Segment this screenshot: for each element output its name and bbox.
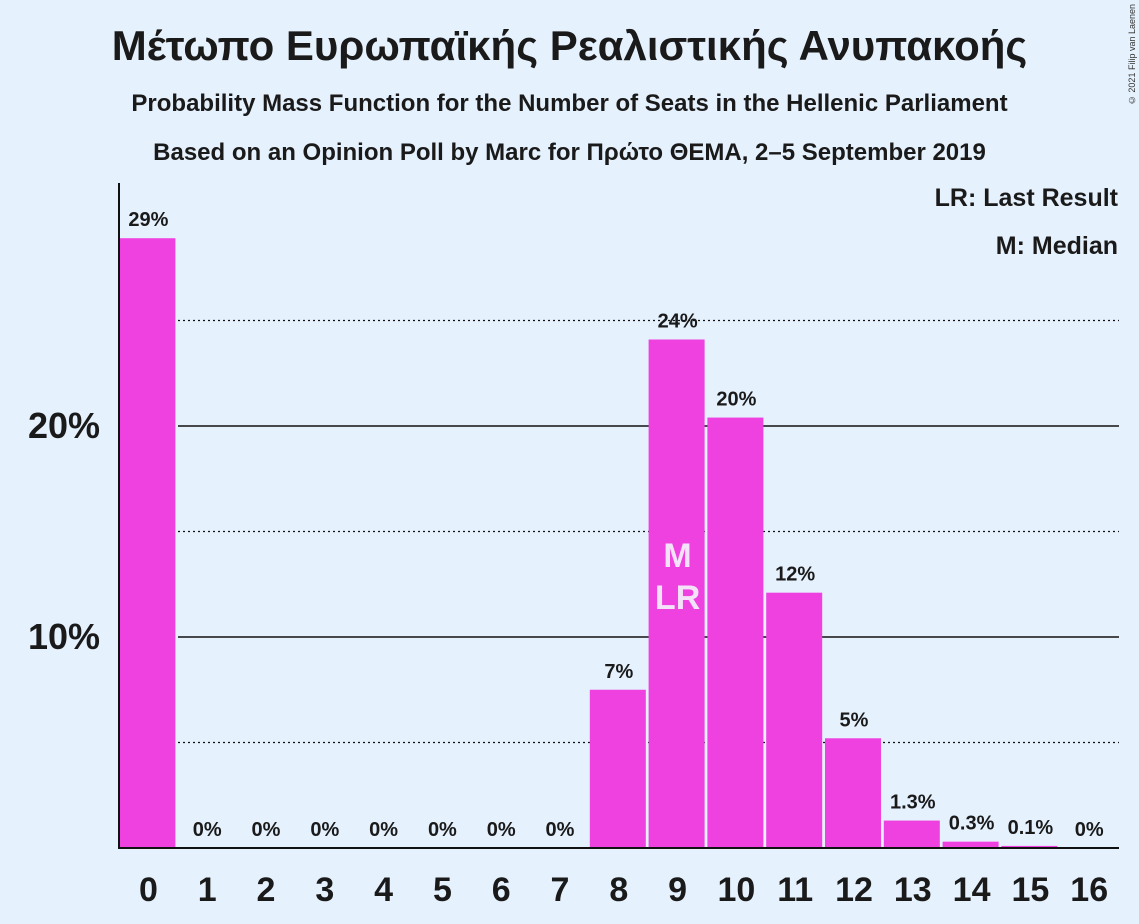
bar-value-label: 5% bbox=[840, 709, 869, 731]
bar-value-label: 0% bbox=[487, 819, 516, 841]
chart-source-note: Based on an Opinion Poll by Marc for Πρώ… bbox=[153, 139, 986, 166]
bar bbox=[766, 592, 823, 848]
bar-value-label: 20% bbox=[716, 389, 756, 411]
last-result-marker: LR bbox=[655, 579, 700, 617]
median-marker: M bbox=[663, 537, 691, 575]
bar bbox=[589, 689, 646, 848]
x-tick-label: 8 bbox=[609, 871, 628, 909]
bar-value-label: 1.3% bbox=[890, 792, 936, 814]
legend-last-result: LR: Last Result bbox=[934, 184, 1118, 212]
x-tick-label: 2 bbox=[257, 871, 276, 909]
bar-value-label: 0% bbox=[546, 819, 575, 841]
bar-value-label: 0% bbox=[1075, 819, 1104, 841]
chart-title: Μέτωπο Ευρωπαϊκής Ρεαλιστικής Ανυπακοής bbox=[111, 22, 1028, 69]
bar-value-label: 29% bbox=[128, 209, 168, 231]
chart-subtitle: Probability Mass Function for the Number… bbox=[131, 90, 1008, 117]
bar-value-label: 0% bbox=[310, 819, 339, 841]
x-tick-label: 7 bbox=[551, 871, 570, 909]
bar bbox=[942, 841, 999, 848]
x-tick-label: 12 bbox=[835, 871, 873, 909]
bar-value-label: 0.3% bbox=[949, 813, 995, 835]
bar bbox=[1001, 845, 1058, 848]
bar bbox=[648, 339, 705, 848]
x-tick-label: 16 bbox=[1070, 871, 1108, 909]
x-tick-label: 10 bbox=[717, 871, 755, 909]
bar-value-label: 0% bbox=[428, 819, 457, 841]
bar bbox=[883, 820, 940, 848]
x-tick-label: 3 bbox=[315, 871, 334, 909]
x-tick-label: 0 bbox=[139, 871, 158, 909]
legend-median: M: Median bbox=[995, 232, 1118, 260]
bar-value-label: 0% bbox=[369, 819, 398, 841]
x-tick-label: 14 bbox=[953, 871, 991, 909]
bar bbox=[707, 417, 764, 848]
bar-value-label: 0% bbox=[193, 819, 222, 841]
y-tick-label: 20% bbox=[28, 405, 100, 446]
x-tick-label: 13 bbox=[894, 871, 932, 909]
x-tick-label: 11 bbox=[777, 871, 813, 909]
x-tick-label: 5 bbox=[433, 871, 452, 909]
x-tick-label: 4 bbox=[374, 871, 393, 909]
bar-value-label: 24% bbox=[658, 310, 698, 332]
x-tick-label: 15 bbox=[1011, 871, 1049, 909]
x-tick-label: 1 bbox=[198, 871, 217, 909]
bar-value-label: 7% bbox=[604, 661, 633, 683]
bar bbox=[119, 238, 176, 848]
bar-value-label: 0.1% bbox=[1008, 817, 1054, 839]
bar bbox=[825, 738, 881, 848]
bar-value-label: 0% bbox=[252, 819, 281, 841]
x-tick-label: 6 bbox=[492, 871, 511, 909]
y-tick-label: 10% bbox=[28, 616, 100, 657]
x-tick-label: 9 bbox=[668, 871, 687, 909]
bar-value-label: 12% bbox=[775, 564, 815, 586]
